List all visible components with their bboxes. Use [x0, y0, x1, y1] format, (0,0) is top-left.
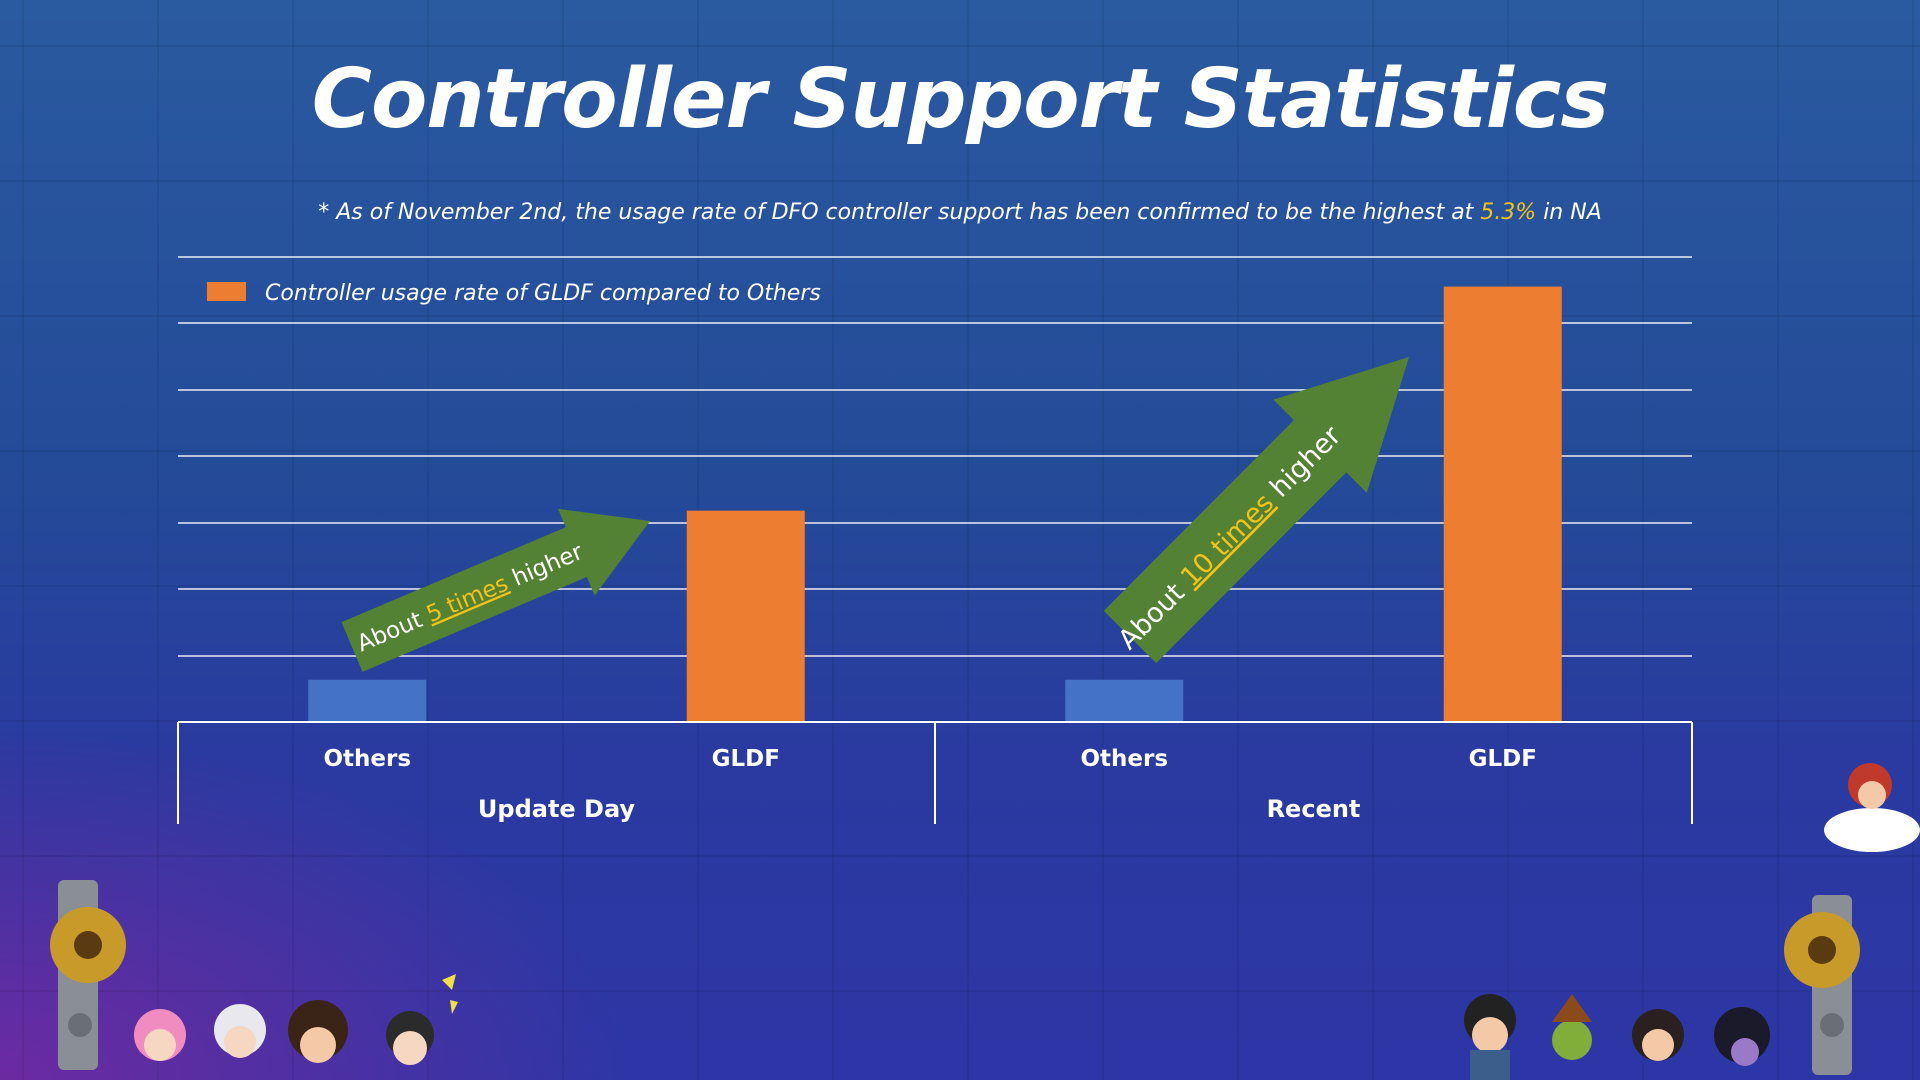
legend-label: Controller usage rate of GLDF compared t…	[265, 281, 821, 306]
bar-gldf	[1443, 286, 1562, 722]
subtitle-prefix: * As of November 2nd, the usage rate of …	[318, 200, 1481, 225]
category-label: GLDF	[712, 746, 780, 772]
subtitle-highlight: 5.3%	[1480, 200, 1537, 225]
category-label: GLDF	[1469, 746, 1537, 772]
left-characters-icon	[134, 974, 458, 1065]
cloud-character-icon	[1824, 763, 1920, 852]
legend-swatch	[207, 282, 246, 301]
arrow-shape	[341, 508, 650, 672]
right-characters-icon	[1464, 994, 1770, 1080]
category-label: Others	[323, 746, 411, 772]
group-label: Recent	[1267, 795, 1361, 823]
group-label: Update Day	[478, 795, 636, 823]
chart-subtitle: * As of November 2nd, the usage rate of …	[0, 200, 1920, 225]
bar-others	[1065, 679, 1184, 722]
page-title: Controller Support Statistics	[311, 52, 1609, 147]
left-speaker-icon	[50, 880, 126, 1070]
category-label: Others	[1080, 746, 1168, 772]
subtitle-suffix: in NA	[1536, 200, 1602, 225]
bar-others	[308, 679, 427, 722]
arrow-shape	[1103, 357, 1409, 664]
right-speaker-icon	[1784, 895, 1860, 1075]
bar-gldf	[686, 510, 805, 722]
